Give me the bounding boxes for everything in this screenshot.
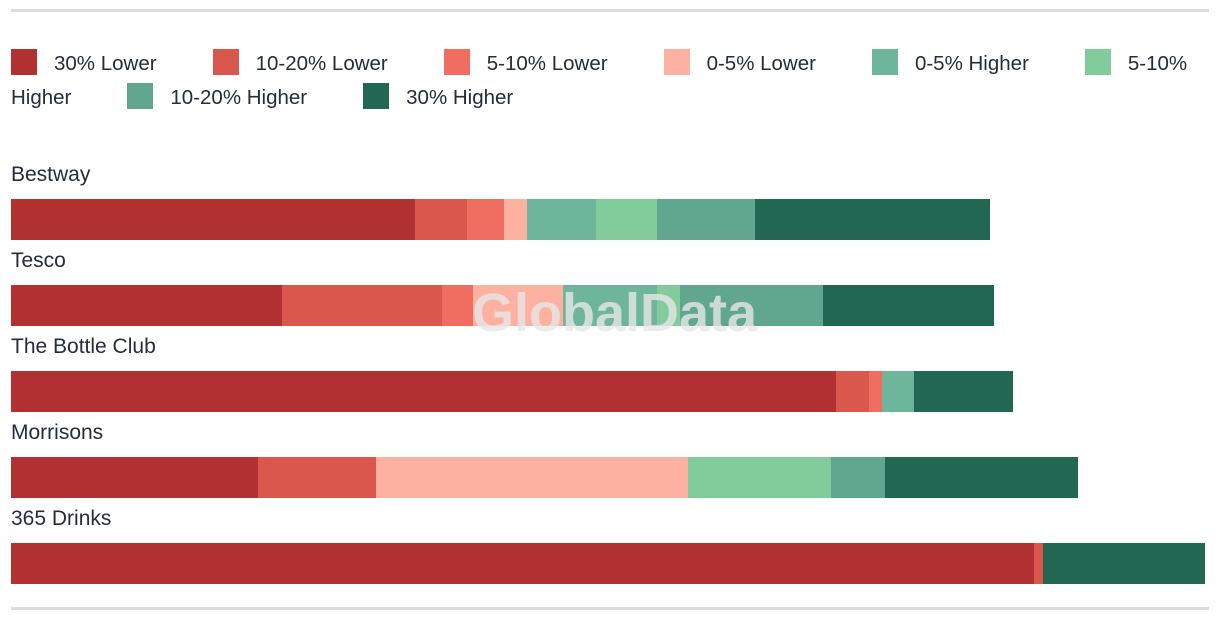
bar-segment-0_5_higher[interactable]	[563, 285, 657, 326]
stacked-bar[interactable]	[11, 285, 1209, 326]
legend-item-30_lower[interactable]: 30% Lower	[11, 49, 157, 75]
legend-label-10_20_higher: 10-20% Higher	[170, 86, 308, 109]
category-label: Morrisons	[11, 421, 104, 444]
category-label: Bestway	[11, 163, 91, 186]
top-divider	[11, 9, 1209, 12]
legend-label-0_5_lower: 0-5% Lower	[706, 52, 816, 75]
bar-segment-5_10_lower[interactable]	[442, 285, 473, 326]
legend-item-10_20_higher[interactable]: 10-20% Higher	[127, 83, 308, 109]
category-label: Tesco	[11, 249, 66, 272]
bar-segment-0_5_higher[interactable]	[527, 199, 596, 240]
chart-legend: 30% Lower 10-20% Lower 5-10% Lower 0-5% Low…	[11, 47, 1207, 115]
bar-segment-10_20_higher[interactable]	[657, 199, 755, 240]
bar-segment-10_20_lower[interactable]	[1034, 543, 1043, 584]
bar-segment-10_20_lower[interactable]	[836, 371, 869, 412]
legend-label-5_10_lower: 5-10% Lower	[486, 52, 608, 75]
bar-segment-30_lower[interactable]	[11, 199, 415, 240]
bar-segment-30_higher[interactable]	[885, 457, 1078, 498]
bar-segment-30_lower[interactable]	[11, 457, 258, 498]
legend-item-10_20_lower[interactable]: 10-20% Lower	[212, 49, 388, 75]
bottom-divider	[11, 607, 1209, 610]
bar-group-the-bottle-club: The Bottle Club	[11, 335, 1209, 412]
bar-segment-30_lower[interactable]	[11, 285, 282, 326]
bar-segment-30_higher[interactable]	[823, 285, 994, 326]
bar-segment-30_higher[interactable]	[914, 371, 1013, 412]
bar-group-morrisons: Morrisons	[11, 421, 1209, 498]
legend-swatch-10_20_lower	[212, 49, 239, 75]
bar-segment-5_10_lower[interactable]	[869, 371, 882, 412]
bar-segment-10_20_lower[interactable]	[258, 457, 376, 498]
stacked-bar[interactable]	[11, 457, 1209, 498]
legend-swatch-10_20_higher	[127, 83, 154, 109]
chart-area: Bestway Tesco The Bottle Club Morrisons 365 …	[11, 163, 1209, 593]
bar-segment-30_lower[interactable]	[11, 371, 836, 412]
legend-swatch-30_higher	[363, 83, 390, 109]
stacked-bar[interactable]	[11, 199, 1209, 240]
bar-segment-30_higher[interactable]	[755, 199, 990, 240]
bar-segment-5_10_higher[interactable]	[596, 199, 657, 240]
bar-segment-0_5_lower[interactable]	[473, 285, 563, 326]
legend-item-30_higher[interactable]: 30% Higher	[363, 83, 514, 109]
bar-segment-5_10_lower[interactable]	[467, 199, 504, 240]
legend-swatch-30_lower	[11, 49, 37, 75]
legend-item-5_10_lower[interactable]: 5-10% Lower	[443, 49, 608, 75]
category-label: 365 Drinks	[11, 507, 112, 530]
legend-label-5_10_higher: 5-10% Higher	[11, 52, 1188, 109]
legend-label-0_5_higher: 0-5% Higher	[914, 52, 1029, 75]
legend-swatch-0_5_lower	[663, 49, 690, 75]
category-label: The Bottle Club	[11, 335, 156, 358]
legend-item-0_5_higher[interactable]: 0-5% Higher	[871, 49, 1029, 75]
stacked-bar[interactable]	[11, 371, 1209, 412]
bar-segment-10_20_lower[interactable]	[282, 285, 442, 326]
legend-item-5_10_higher[interactable]: 5-10% Higher	[11, 49, 1188, 109]
bar-segment-10_20_higher[interactable]	[680, 285, 823, 326]
legend-swatch-5_10_lower	[443, 49, 470, 75]
bar-segment-30_lower[interactable]	[11, 543, 1034, 584]
bar-group-tesco: Tesco	[11, 249, 1209, 326]
bar-segment-0_5_lower[interactable]	[376, 457, 688, 498]
legend-swatch-5_10_higher	[1084, 49, 1111, 75]
legend-label-10_20_lower: 10-20% Lower	[255, 52, 388, 75]
legend-label-30_lower: 30% Lower	[54, 52, 157, 75]
stacked-bar[interactable]	[11, 543, 1209, 584]
bar-segment-5_10_higher[interactable]	[688, 457, 831, 498]
bar-group-365-drinks: 365 Drinks	[11, 507, 1209, 584]
bar-segment-10_20_higher[interactable]	[831, 457, 885, 498]
legend-item-0_5_lower[interactable]: 0-5% Lower	[663, 49, 816, 75]
bar-segment-10_20_lower[interactable]	[415, 199, 467, 240]
bar-group-bestway: Bestway	[11, 163, 1209, 240]
legend-swatch-0_5_higher	[871, 49, 898, 75]
bar-segment-5_10_higher[interactable]	[657, 285, 680, 326]
bar-segment-30_higher[interactable]	[1043, 543, 1205, 584]
bar-segment-0_5_higher[interactable]	[882, 371, 914, 412]
legend-label-30_higher: 30% Higher	[406, 86, 514, 109]
bar-segment-0_5_lower[interactable]	[504, 199, 527, 240]
